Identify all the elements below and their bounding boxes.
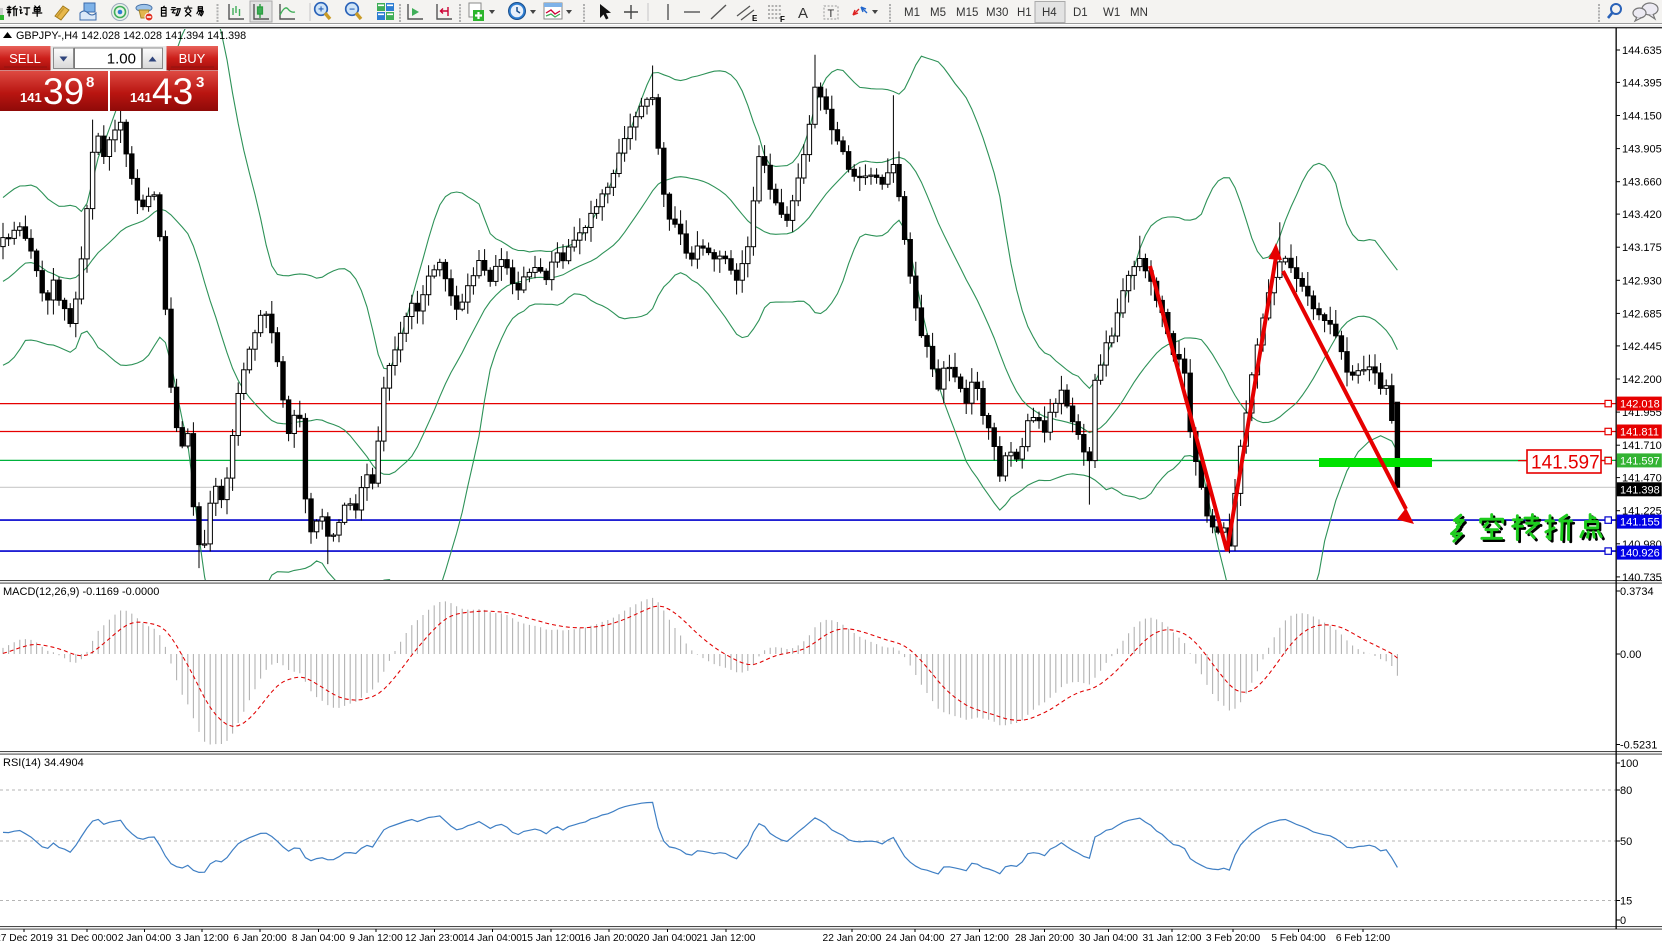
svg-text:142.200: 142.200 <box>1622 374 1662 386</box>
svg-text:MACD(12,26,9) -0.1169 -0.0000: MACD(12,26,9) -0.1169 -0.0000 <box>3 586 159 598</box>
svg-text:24 Jan 04:00: 24 Jan 04:00 <box>886 933 945 944</box>
svg-text:30 Jan 04:00: 30 Jan 04:00 <box>1079 933 1138 944</box>
svg-text:27 Dec 2019: 27 Dec 2019 <box>0 933 53 944</box>
svg-text:141.710: 141.710 <box>1622 440 1662 452</box>
svg-text:144.635: 144.635 <box>1622 45 1662 57</box>
svg-text:31 Jan 12:00: 31 Jan 12:00 <box>1143 933 1202 944</box>
svg-text:39: 39 <box>43 71 84 112</box>
svg-text:142.930: 142.930 <box>1622 275 1662 287</box>
svg-text:143.660: 143.660 <box>1622 177 1662 189</box>
svg-text:−: − <box>349 5 355 16</box>
svg-text:28 Jan 20:00: 28 Jan 20:00 <box>1015 933 1074 944</box>
svg-text:50: 50 <box>1620 836 1632 848</box>
svg-text:143.905: 143.905 <box>1622 144 1662 156</box>
svg-text:27 Jan 12:00: 27 Jan 12:00 <box>950 933 1009 944</box>
svg-text:-0.5231: -0.5231 <box>1620 740 1657 752</box>
svg-text:15 Jan 12:00: 15 Jan 12:00 <box>522 933 581 944</box>
svg-text:W1: W1 <box>1103 7 1120 19</box>
svg-text:20 Jan 04:00: 20 Jan 04:00 <box>638 933 697 944</box>
svg-text:H1: H1 <box>1017 7 1032 19</box>
svg-text:141.811: 141.811 <box>1620 427 1659 439</box>
svg-text:0: 0 <box>1620 915 1626 927</box>
svg-text:M5: M5 <box>930 7 946 19</box>
svg-text:M15: M15 <box>956 7 978 19</box>
svg-text:141.597: 141.597 <box>1531 453 1600 474</box>
svg-text:141: 141 <box>130 90 152 105</box>
svg-text:E: E <box>752 14 758 23</box>
svg-text:A: A <box>798 5 808 22</box>
svg-text:6 Jan 20:00: 6 Jan 20:00 <box>233 933 287 944</box>
svg-text:21 Jan 12:00: 21 Jan 12:00 <box>697 933 756 944</box>
svg-text:8: 8 <box>86 74 94 91</box>
svg-text:3 Feb 20:00: 3 Feb 20:00 <box>1206 933 1261 944</box>
svg-text:141.470: 141.470 <box>1622 473 1662 485</box>
svg-text:16 Jan 20:00: 16 Jan 20:00 <box>580 933 639 944</box>
svg-text:141.155: 141.155 <box>1620 517 1660 529</box>
svg-text:3 Jan 12:00: 3 Jan 12:00 <box>175 933 229 944</box>
svg-text:BUY: BUY <box>179 51 206 66</box>
svg-text:43: 43 <box>152 71 193 112</box>
svg-text:80: 80 <box>1620 785 1632 797</box>
svg-text:8 Jan 04:00: 8 Jan 04:00 <box>292 933 346 944</box>
svg-text:14 Jan 04:00: 14 Jan 04:00 <box>463 933 522 944</box>
svg-text:5 Feb 04:00: 5 Feb 04:00 <box>1271 933 1326 944</box>
svg-text:141.398: 141.398 <box>1620 484 1660 496</box>
svg-text:142.445: 142.445 <box>1622 341 1662 353</box>
svg-text:100: 100 <box>1620 758 1638 770</box>
svg-text:140.735: 140.735 <box>1622 572 1662 584</box>
svg-text:22 Jan 20:00: 22 Jan 20:00 <box>823 933 882 944</box>
svg-text:SELL: SELL <box>9 51 41 66</box>
svg-text:0.3734: 0.3734 <box>1620 586 1654 598</box>
svg-text:M30: M30 <box>986 7 1008 19</box>
svg-text:144.150: 144.150 <box>1622 111 1662 123</box>
svg-text:H4: H4 <box>1042 7 1057 19</box>
svg-text:0.00: 0.00 <box>1620 649 1641 661</box>
svg-text:2 Jan 04:00: 2 Jan 04:00 <box>118 933 172 944</box>
svg-text:6 Feb 12:00: 6 Feb 12:00 <box>1336 933 1391 944</box>
svg-text:143.420: 143.420 <box>1622 209 1662 221</box>
svg-text:141.597: 141.597 <box>1620 455 1660 467</box>
svg-text:RSI(14) 34.4904: RSI(14) 34.4904 <box>3 757 84 769</box>
svg-text:1.00: 1.00 <box>107 51 136 68</box>
svg-text:12 Jan 23:00: 12 Jan 23:00 <box>405 933 464 944</box>
svg-text:141: 141 <box>20 90 42 105</box>
svg-text:MN: MN <box>1130 7 1148 19</box>
svg-text:140.926: 140.926 <box>1620 548 1660 560</box>
svg-text:142.685: 142.685 <box>1622 308 1662 320</box>
svg-text:F: F <box>780 15 785 24</box>
svg-text:M1: M1 <box>904 7 920 19</box>
svg-text:15: 15 <box>1620 896 1632 908</box>
svg-text:31 Dec 00:00: 31 Dec 00:00 <box>57 933 118 944</box>
svg-text:144.395: 144.395 <box>1622 77 1662 89</box>
svg-text:9 Jan 12:00: 9 Jan 12:00 <box>349 933 403 944</box>
svg-text:143.175: 143.175 <box>1622 242 1662 254</box>
svg-text:142.018: 142.018 <box>1620 399 1660 411</box>
svg-text:3: 3 <box>196 74 204 91</box>
svg-text:T: T <box>828 8 835 20</box>
svg-text:GBPJPY-,H4 142.028 142.028 14: GBPJPY-,H4 142.028 142.028 141.394 141.3… <box>16 30 246 42</box>
svg-text:+: + <box>318 5 324 16</box>
svg-text:D1: D1 <box>1073 7 1088 19</box>
